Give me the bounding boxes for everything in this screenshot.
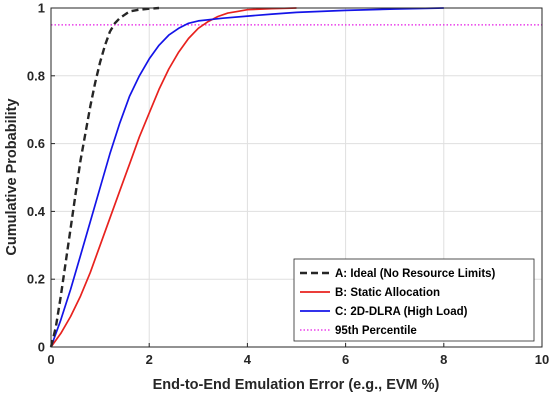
x-axis-label: End-to-End Emulation Error (e.g., EVM %) — [153, 377, 440, 393]
y-tick-label: 0.2 — [27, 272, 45, 287]
y-axis-label: Cumulative Probability — [4, 98, 20, 255]
y-tick-label: 0.8 — [27, 68, 45, 83]
legend-entry-label: B: Static Allocation — [335, 287, 440, 299]
grid-lines — [50, 7, 543, 348]
plot-frame — [50, 7, 543, 348]
legend-box — [293, 258, 535, 342]
x-tick-label: 10 — [535, 352, 549, 367]
legend: A: Ideal (No Resource Limits) B: Static A… — [293, 258, 535, 342]
y-tick-label: 1 — [38, 1, 45, 16]
legend-entry-label: 95th Percentile — [335, 325, 417, 337]
x-tick-label: 4 — [244, 352, 252, 367]
legend-entry-label: C: 2D-DLRA (High Load) — [335, 306, 468, 318]
axis-ticks: 0 2 4 6 8 10 0 0.2 0.4 0.6 0.8 1 — [27, 1, 549, 368]
x-tick-label: 6 — [342, 352, 349, 367]
y-tick-label: 0.6 — [27, 136, 45, 151]
series-line-b — [50, 7, 297, 348]
series-layer — [49, 6, 542, 348]
x-tick-label: 2 — [146, 352, 153, 367]
series-line-c — [50, 7, 444, 348]
x-tick-label: 0 — [47, 352, 54, 367]
y-tick-label: 0 — [38, 340, 45, 355]
series-line-a — [49, 6, 160, 348]
x-tick-label: 8 — [440, 352, 447, 367]
y-tick-label: 0.4 — [27, 204, 46, 219]
legend-entry-label: A: Ideal (No Resource Limits) — [335, 268, 496, 280]
